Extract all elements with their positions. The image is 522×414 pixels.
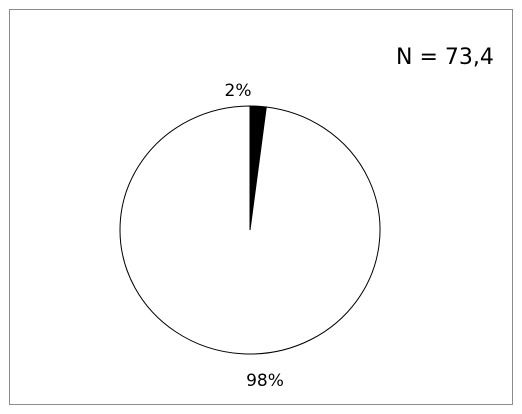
pie-slice-1 [119,105,381,355]
sample-size-annotation: N = 73,4 [396,45,494,70]
data-label-small-slice: 2% [225,81,252,101]
pie-slices [119,105,381,355]
data-label-large-slice: 98% [246,371,284,391]
